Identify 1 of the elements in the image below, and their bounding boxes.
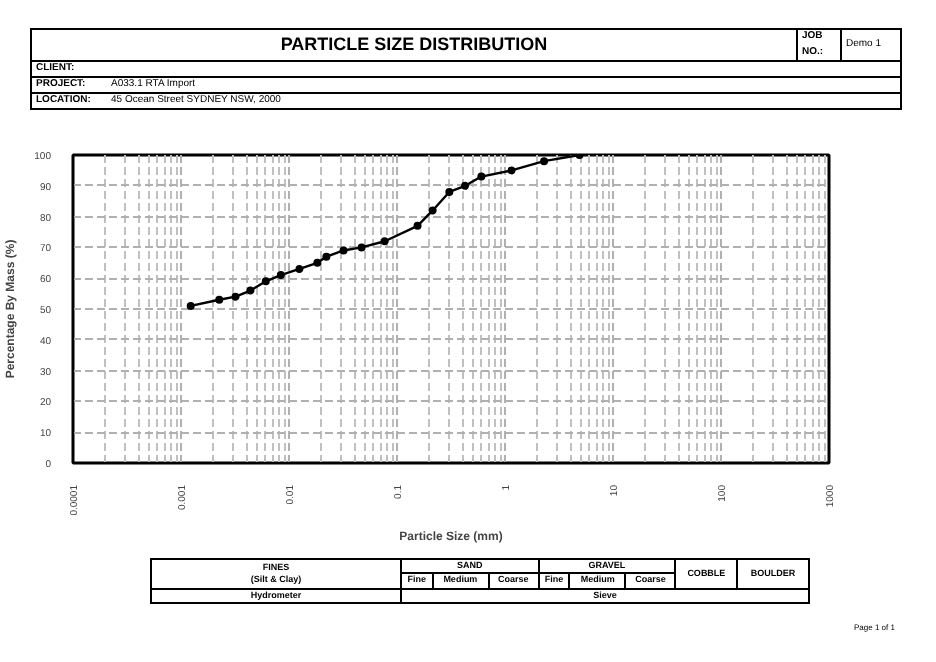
chart-title: PARTICLE SIZE DISTRIBUTION	[31, 29, 797, 61]
